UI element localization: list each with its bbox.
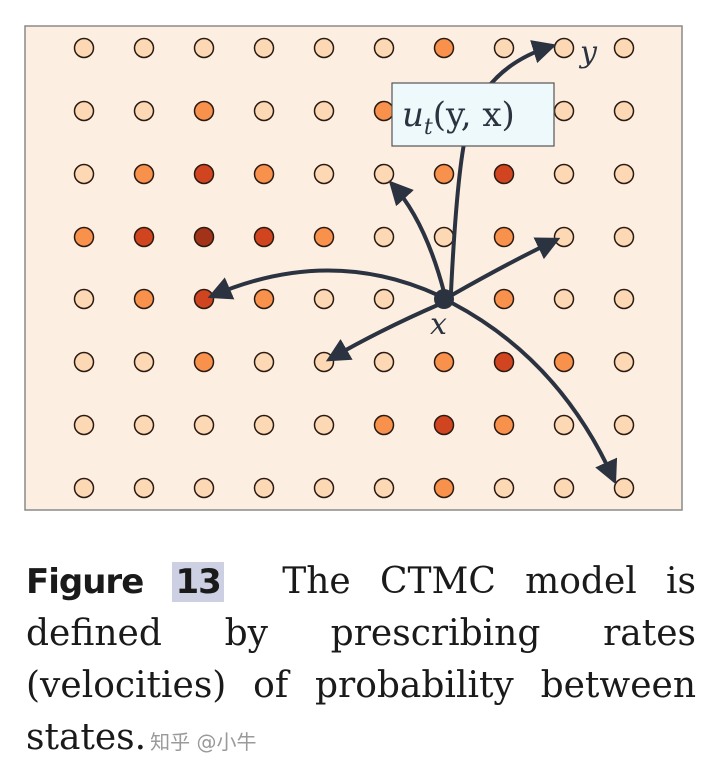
state-dot	[433, 37, 455, 59]
state-dot	[133, 100, 155, 122]
state-dot	[613, 477, 635, 499]
state-dot	[433, 226, 455, 248]
source-label-x: x	[430, 307, 447, 342]
state-dot	[253, 414, 275, 436]
state-dot	[73, 163, 95, 185]
state-dot	[253, 288, 275, 310]
state-dot	[493, 226, 515, 248]
state-dot	[193, 100, 215, 122]
state-dot	[553, 163, 575, 185]
state-dot	[493, 288, 515, 310]
state-dot	[373, 163, 395, 185]
state-dot	[193, 351, 215, 373]
state-dot	[313, 100, 335, 122]
state-dot	[133, 351, 155, 373]
arrow-up-right	[450, 237, 561, 297]
state-dot	[193, 477, 215, 499]
state-dot	[313, 226, 335, 248]
state-dot	[433, 414, 455, 436]
state-dot	[193, 288, 215, 310]
state-dot	[613, 37, 635, 59]
state-dot	[553, 288, 575, 310]
state-dot	[253, 37, 275, 59]
state-dot	[493, 477, 515, 499]
svg-text:ut(y, x): ut(y, x)	[402, 95, 515, 140]
state-dot	[73, 100, 95, 122]
rate-box: ut(y, x)	[391, 82, 555, 147]
state-dot	[433, 477, 455, 499]
state-dot	[73, 288, 95, 310]
arrow-up-left	[388, 180, 446, 294]
state-dot	[553, 37, 575, 59]
state-dot	[613, 100, 635, 122]
figure-caption: Figure 13 The CTMC model is defined by p…	[26, 556, 696, 768]
state-dot	[193, 226, 215, 248]
state-grid	[73, 37, 635, 499]
state-dot	[373, 226, 395, 248]
state-dot	[253, 163, 275, 185]
state-dot	[133, 414, 155, 436]
state-dot	[613, 163, 635, 185]
state-dot	[493, 351, 515, 373]
state-dot	[313, 163, 335, 185]
state-dot	[253, 477, 275, 499]
state-dot	[373, 477, 395, 499]
state-dot	[373, 288, 395, 310]
state-dot	[313, 477, 335, 499]
state-dot	[553, 226, 575, 248]
state-dot	[433, 351, 455, 373]
figure-label: Figure	[26, 562, 144, 602]
state-dot	[73, 37, 95, 59]
state-dot	[133, 226, 155, 248]
state-dot	[553, 100, 575, 122]
state-dot	[553, 477, 575, 499]
arrow-left-far	[207, 268, 442, 300]
state-dot	[73, 226, 95, 248]
state-dot	[313, 288, 335, 310]
arrow-down-left	[325, 302, 442, 362]
state-dot	[73, 414, 95, 436]
state-dot	[193, 37, 215, 59]
arrow-down-right	[450, 301, 618, 485]
state-dot	[613, 288, 635, 310]
state-dot	[493, 414, 515, 436]
state-dot	[193, 163, 215, 185]
state-dot	[253, 100, 275, 122]
state-dot	[313, 37, 335, 59]
state-dot	[253, 226, 275, 248]
state-dot	[133, 477, 155, 499]
state-dot	[373, 37, 395, 59]
diagram-background	[24, 25, 683, 511]
state-dot	[373, 100, 395, 122]
watermark: 知乎 @小牛	[150, 730, 257, 754]
figure-number[interactable]: 13	[172, 562, 224, 602]
state-dot	[313, 414, 335, 436]
source-node-x	[434, 289, 454, 309]
state-dot	[613, 414, 635, 436]
state-dot	[373, 414, 395, 436]
caption-text: The CTMC model is defined by prescribing…	[26, 561, 696, 758]
state-dot	[133, 163, 155, 185]
state-dot	[133, 37, 155, 59]
state-dot	[253, 351, 275, 373]
state-dot	[553, 351, 575, 373]
state-dot	[133, 288, 155, 310]
state-dot	[73, 477, 95, 499]
ctmc-diagram: x y ut(y, x)	[24, 25, 683, 511]
state-dot	[613, 226, 635, 248]
state-dot	[313, 351, 335, 373]
state-dot	[373, 351, 395, 373]
state-dot	[433, 163, 455, 185]
state-dot	[553, 414, 575, 436]
state-dot	[193, 414, 215, 436]
target-label-y: y	[578, 35, 598, 70]
state-dot	[73, 351, 95, 373]
state-dot	[613, 351, 635, 373]
state-dot	[493, 163, 515, 185]
state-dot	[493, 37, 515, 59]
